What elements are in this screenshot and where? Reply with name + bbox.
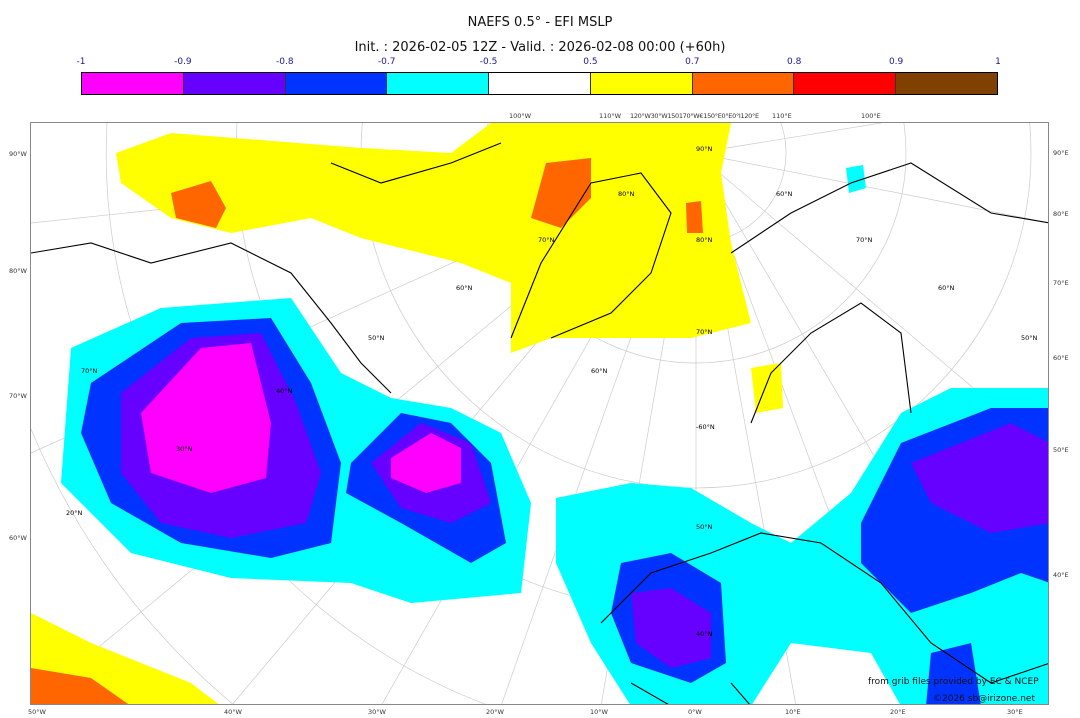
map-area: 90°N 80°N 70°N 60°N 50°N 40°N 30°N 20°N 80°N 70°N… [30,122,1049,705]
colorbar-tick-label: -0.5 [479,57,498,67]
map-subtitle: Init. : 2026-02-05 12Z - Valid. : 2026-0… [354,40,726,55]
colorbar-segment [896,73,998,94]
colorbar-segment [590,73,693,94]
axis-label-left: 90°W [9,150,27,158]
map-lat-labels: 90°N 80°N 70°N 60°N 50°N 40°N 30°N 20°N 80°N 70°N… [66,145,1038,638]
axis-label-bottom: 30°W [368,708,386,716]
colorbar-tick-label: -0.7 [377,57,396,67]
axis-label-top: 120°W30°W150170°W€150°E0°E0°I120°E [630,112,759,120]
axis-label-bottom: 20°W [486,708,504,716]
map-grid-label: 60°N [456,284,473,292]
axis-label-right: 60°E [1053,354,1069,362]
map-grid-label: 60°N [591,367,608,375]
colorbar-tick-label: 1 [995,57,1001,67]
map-grid-label: 60°N [776,190,793,198]
colorbar-segment [794,73,897,94]
colorbar-tick-label: 0.5 [583,57,598,67]
axis-label-bottom: 30°E [1007,708,1023,716]
map-grid-label: 20°N [66,509,83,517]
colorbar-segment [82,73,184,94]
colorbar-tick-label: 0.7 [685,57,700,67]
axis-label-top: 110°W [599,112,622,120]
colorbar-segment [489,73,591,94]
axis-label-right: 70°E [1053,279,1069,287]
efi-map: 90°N 80°N 70°N 60°N 50°N 40°N 30°N 20°N 80°N 70°N… [31,123,1048,704]
efi-orange-areas [31,158,703,704]
axis-label-top: 100°E [861,112,881,120]
colorbar-tick-label: -1 [76,57,86,67]
axis-label-right: 90°E [1053,149,1069,157]
colorbar-tick-label: -0.9 [174,57,192,67]
map-grid-label: 80°N [618,190,635,198]
axis-label-right: 40°E [1053,571,1069,579]
axis-label-right: 50°E [1053,446,1069,454]
map-grid-label: 50°N [1021,334,1038,342]
efi-magenta-areas [141,343,461,493]
colorbar-tick-label: 0.9 [888,57,904,67]
axis-label-left: 60°W [9,534,27,542]
colorbar [81,72,998,95]
axis-label-bottom: 20°E [890,708,906,716]
axis-label-bottom: 40°W [224,708,242,716]
map-grid-label: 40°N [276,387,293,395]
credit-author: ©2026 sb@irizone.net [933,694,1035,704]
map-grid-label: 80°N [696,236,713,244]
axis-label-top: 110°E [772,112,792,120]
colorbar-segment [387,73,490,94]
map-grid-label: 70°N [856,236,873,244]
axis-label-bottom: 10°W [590,708,608,716]
map-grid-label: 30°N [176,445,193,453]
map-grid-label: 90°N [696,145,713,153]
axis-label-left: 80°W [9,267,27,275]
colorbar-segment [183,73,286,94]
map-title: NAEFS 0.5° - EFI MSLP [467,15,613,30]
map-grid-label: -60°N [696,423,715,431]
map-grid-label: 50°N [696,523,713,531]
colorbar-segment [285,73,388,94]
axis-label-right: 80°E [1053,210,1069,218]
colorbar-segment [692,73,795,94]
map-grid-label: 70°N [81,367,98,375]
map-grid-label: 50°N [368,334,385,342]
axis-label-bottom: 10°E [785,708,801,716]
map-grid-label: 70°N [696,328,713,336]
credit-source: from grib files provided by EC & NCEP [868,677,1039,687]
axis-label-bottom: 50°W [28,708,46,716]
colorbar-tick-label: -0.8 [275,57,294,67]
map-grid-label: 60°N [938,284,955,292]
map-grid-label: 70°N [538,236,555,244]
coastlines [31,142,1048,704]
axis-label-bottom: 0°W [688,708,702,716]
axis-label-left: 70°W [9,392,27,400]
map-grid-label: 40°N [696,630,713,638]
colorbar-tick-label: 0.8 [787,57,802,67]
axis-label-top: 100°W [509,112,532,120]
